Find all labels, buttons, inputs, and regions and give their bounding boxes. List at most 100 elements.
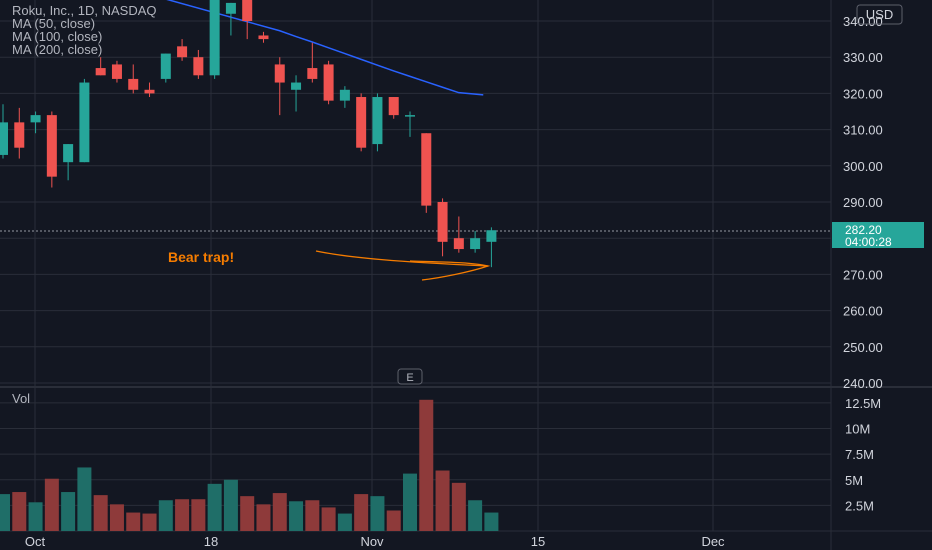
volume-bar [484,512,499,531]
currency-box[interactable] [856,4,903,25]
last-price-value: 282.20 [845,223,882,237]
volume-bar [337,513,352,531]
candle-body [470,238,481,250]
annotation-arrow-curve [409,260,491,281]
candle-body [95,68,106,76]
candle-body [160,53,171,79]
volume-tick-label: 5M [845,473,863,488]
time-tick-label: Oct [25,534,46,549]
candle-body [111,64,122,79]
candle-body [258,35,269,40]
volume-bar [126,512,141,531]
volume-bar [207,483,222,531]
candle-body [388,97,399,116]
earnings-marker-label: E [406,372,413,384]
volume-bar [191,499,206,531]
volume-bar [0,494,10,531]
price-grid [0,0,831,531]
candle-body [225,2,236,14]
candle-body [405,115,415,117]
volume-bar [61,492,76,531]
symbol-title[interactable]: Roku, Inc., 1D, NASDAQ [12,3,157,18]
legend-ma-50[interactable]: MA (50, close) [12,16,95,31]
volume-tick-label: 10M [845,422,870,437]
candle-body [144,89,155,94]
time-tick-label: Nov [360,534,384,549]
moving-average-line [166,0,484,96]
candle-body [437,202,448,242]
candle-body [63,144,74,163]
earnings-marker[interactable] [397,368,423,385]
volume-axis[interactable]: 12.5M 10M 7.5M 5M 2.5M [845,396,881,514]
candle-body [209,0,220,76]
volume-tick-label: 2.5M [845,498,874,513]
candle-body [356,97,367,148]
candle-body [307,68,318,79]
candle-body [14,122,25,148]
time-axis[interactable]: Oct 18 Nov 15 Dec [25,534,725,549]
price-tick-label: 260.00 [843,304,883,319]
price-tick-label: 290.00 [843,195,883,210]
price-tick-label: 300.00 [843,159,883,174]
volume-bar [109,504,124,531]
candle-body [323,64,334,101]
volume-bar [289,501,304,531]
legend-ma-100[interactable]: MA (100, close) [12,29,102,44]
volume-bar [403,473,417,531]
price-tick-label: 250.00 [843,340,883,355]
candle-body [30,115,41,123]
annotation-arrow-stroke [315,250,489,267]
legend-ma-200[interactable]: MA (200, close) [12,42,102,57]
volume-bar [175,499,190,531]
candle-body [242,0,253,21]
candle-body [421,133,432,206]
volume-bar [158,500,173,531]
candle-body [128,78,139,90]
candle-body [453,238,464,250]
volume-bar [419,399,434,531]
volume-bar [370,496,385,531]
currency-label: USD [866,7,893,22]
time-tick-label: 15 [531,534,545,549]
volume-bar [386,510,401,531]
candle-body [0,122,8,155]
time-tick-label: Dec [701,534,725,549]
volume-bar [321,507,336,531]
volume-bar [240,496,255,531]
bar-countdown: 04:00:28 [845,235,892,249]
volume-bar [305,500,320,531]
candlesticks [0,0,497,268]
price-tick-label: 320.00 [843,86,883,101]
time-tick-label: 18 [204,534,218,549]
volume-bar [44,478,59,531]
volume-bar [142,513,157,531]
price-tick-label: 330.00 [843,50,883,65]
price-tick-label: 340.00 [843,14,883,29]
volume-bar [451,482,466,531]
volume-label[interactable]: Vol [12,391,30,406]
bear-trap-annotation[interactable]: Bear trap! [168,249,234,265]
candle-body [177,46,188,58]
volume-bar [223,479,238,531]
price-axis[interactable]: 340.00 330.00 320.00 310.00 300.00 290.00 270.… [843,14,883,391]
price-tick-label: 240.00 [843,376,883,391]
volume-tick-label: 12.5M [845,396,881,411]
volume-bar [354,494,369,531]
volume-bar [28,502,43,531]
candle-body [46,115,57,177]
candle-body [486,230,497,242]
volume-tick-label: 7.5M [845,447,874,462]
candle-body [339,89,350,101]
volume-bar [77,467,92,531]
candle-body [291,82,302,90]
volume-bars [0,399,499,531]
last-price-badge [832,222,924,248]
candle-body [372,97,383,145]
price-tick-label: 310.00 [843,123,883,138]
candle-body [79,82,90,163]
volume-bar [12,492,27,531]
candle-body [274,64,285,83]
volume-bar [93,495,108,531]
